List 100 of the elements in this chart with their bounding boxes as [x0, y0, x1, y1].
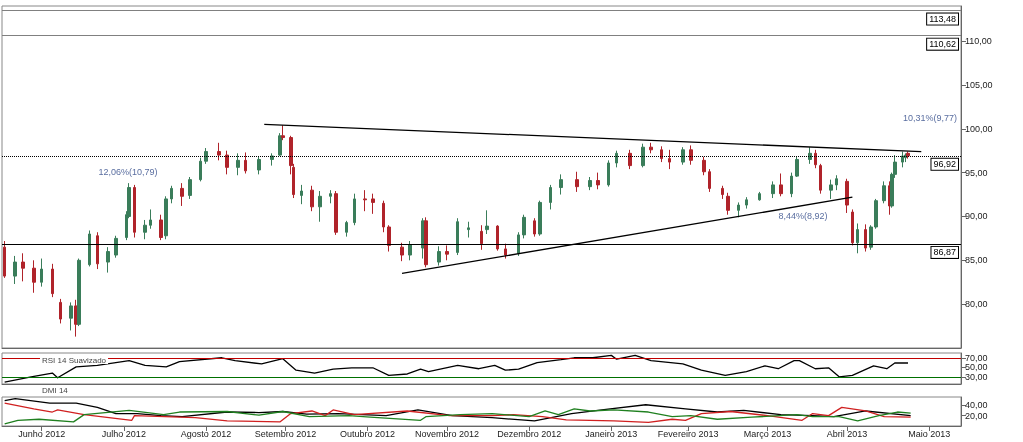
candlestick	[188, 176, 192, 200]
candlestick	[864, 223, 867, 253]
candlestick	[779, 172, 783, 197]
chart-title: DMI 14	[42, 385, 69, 395]
ref-line-label: 96,92	[933, 159, 956, 170]
candlestick	[69, 301, 73, 331]
candlestick	[225, 150, 229, 175]
candlestick	[382, 200, 385, 233]
candlestick	[114, 235, 118, 259]
candlestick	[504, 243, 507, 260]
x-tick-label: Setembro 2012	[254, 428, 317, 439]
x-tick-label: Outubro 2012	[340, 428, 396, 439]
candlestick	[721, 185, 724, 200]
x-tick-label: Abril 2013	[826, 428, 868, 439]
x-tick-label: Novembro 2012	[415, 428, 480, 439]
candlestick	[641, 143, 645, 168]
ref-line-label: 110,62	[929, 39, 956, 50]
candlestick	[77, 258, 81, 327]
candlestick	[681, 146, 685, 166]
candlestick	[538, 200, 542, 237]
annotation: 12,06%(10,79)	[98, 167, 158, 177]
candlestick	[21, 252, 25, 282]
y-tick-label: 40,00	[965, 400, 988, 411]
candlestick	[485, 209, 489, 235]
candlestick	[32, 259, 36, 294]
candlestick	[660, 145, 663, 163]
ref-line-label: 86,87	[933, 247, 956, 258]
candlestick	[88, 229, 91, 267]
candlestick	[882, 180, 886, 204]
candlestick	[408, 240, 412, 261]
candlestick	[517, 231, 520, 257]
y-tick-label: 80,00	[965, 299, 988, 310]
candlestick	[334, 190, 338, 236]
candlestick	[318, 190, 322, 223]
chart-title: RSI 14 Suavizado	[42, 355, 107, 365]
candlestick	[59, 298, 62, 324]
ref-line-label: 113,48	[929, 14, 956, 25]
candlestick	[771, 180, 775, 199]
candlestick	[745, 196, 748, 210]
candlestick	[814, 149, 817, 169]
candlestick	[689, 144, 693, 166]
candlestick	[845, 178, 849, 214]
candlestick	[790, 172, 793, 198]
candlestick	[106, 246, 110, 274]
annotation: 8,44%(8,92)	[778, 211, 828, 221]
y-tick-label: 70,00	[965, 352, 988, 363]
candlestick	[437, 245, 441, 267]
candlestick	[851, 208, 854, 246]
x-tick-label: Janeiro 2013	[585, 428, 638, 439]
y-tick-label: 20,00	[965, 410, 988, 421]
candlestick	[901, 151, 904, 168]
candlestick	[149, 208, 152, 230]
x-tick-label: Junho 2012	[18, 428, 66, 439]
candlestick	[40, 258, 43, 288]
y-tick-label: 85,00	[965, 255, 988, 266]
candlestick	[737, 201, 740, 218]
candlestick	[159, 214, 163, 241]
annotation: 10,31%(9,77)	[902, 113, 958, 123]
candlestick	[819, 163, 822, 195]
x-tick-label: Maio 2013	[908, 428, 951, 439]
line-series	[4, 408, 912, 425]
candlestick	[170, 185, 173, 204]
y-tick-label: 95,00	[965, 167, 988, 178]
candlestick	[607, 159, 610, 188]
candlestick	[758, 191, 761, 202]
y-tick-label: 100,00	[965, 123, 993, 134]
candlestick	[387, 224, 391, 253]
candlestick	[533, 217, 536, 238]
y-tick-label: 50,00	[965, 362, 988, 373]
candlestick	[133, 184, 136, 239]
candlestick	[164, 195, 168, 240]
candlestick	[199, 157, 202, 182]
x-tick-label: Fevereiro 2013	[657, 428, 719, 439]
candlestick	[51, 263, 54, 298]
candlestick	[74, 299, 78, 338]
candlestick	[445, 244, 449, 261]
candlestick	[270, 152, 274, 167]
candlestick	[371, 193, 375, 215]
candlestick	[480, 224, 483, 251]
candlestick	[310, 185, 314, 212]
candlestick	[456, 217, 459, 256]
line-series	[4, 402, 912, 424]
candlestick	[835, 174, 838, 191]
x-tick-label: Dezembro 2012	[497, 428, 562, 439]
candlestick	[708, 168, 711, 193]
candlestick	[496, 224, 499, 252]
candlestick	[424, 216, 428, 268]
candlestick	[559, 173, 563, 196]
candlestick	[13, 255, 17, 285]
y-tick-label: 110,00	[965, 36, 992, 47]
candlestick	[856, 222, 859, 254]
candlestick	[649, 142, 653, 154]
y-tick-label: 90,00	[965, 211, 988, 222]
candlestick	[726, 192, 730, 216]
candlestick	[353, 193, 356, 226]
candlestick	[400, 242, 404, 262]
candlestick	[549, 184, 552, 210]
candlestick	[668, 149, 671, 170]
candlestick	[281, 124, 285, 141]
candlestick	[345, 220, 348, 238]
